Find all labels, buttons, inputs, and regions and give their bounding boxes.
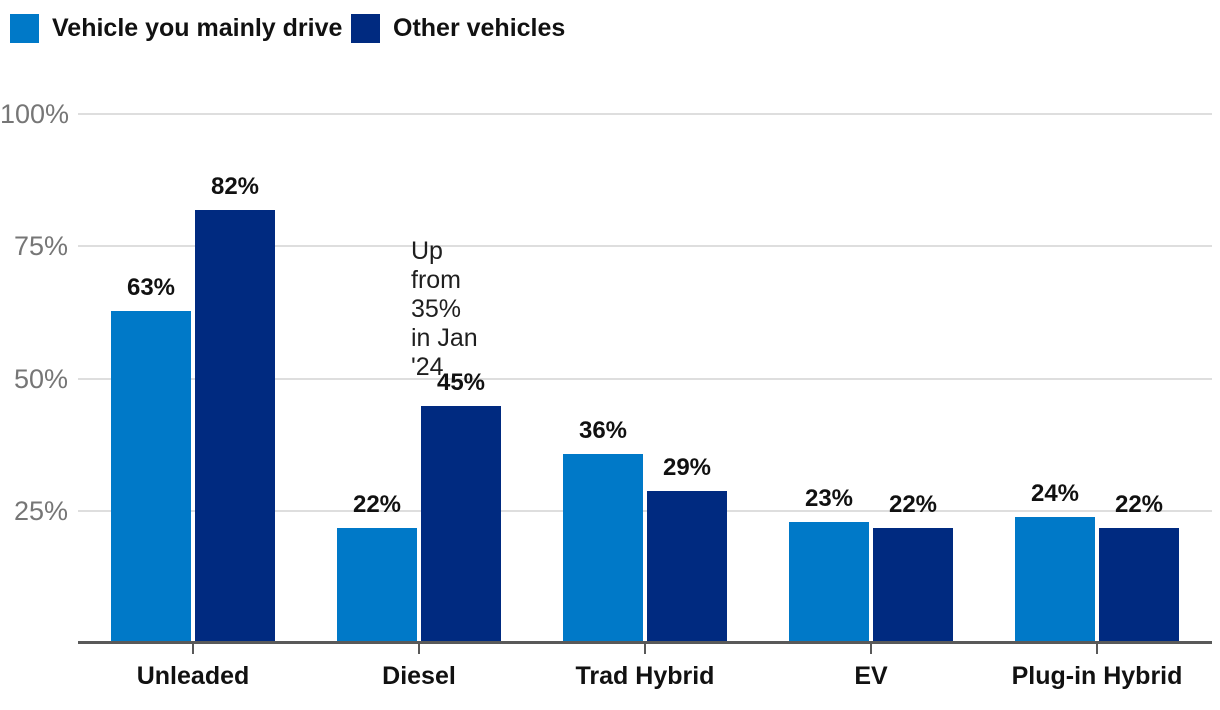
value-label-trad-hybrid-vehicle-you-mainly-drive: 36% [578,417,628,444]
annotation-up-from-35-in-jan-24: Up from 35% in Jan '24 [411,237,478,381]
value-label-plug-in-hybrid-vehicle-you-mainly-drive: 24% [1030,480,1080,507]
value-label-ev-vehicle-you-mainly-drive: 23% [804,485,854,512]
category-label-trad-hybrid: Trad Hybrid [575,662,715,690]
x-axis-tick-plug-in-hybrid [1096,643,1098,654]
gridline-25 [78,509,1212,512]
value-label-plug-in-hybrid-other-vehicles: 22% [1114,491,1164,518]
value-label-trad-hybrid-other-vehicles: 29% [662,454,712,481]
legend-item-vehicle-you-mainly-drive: Vehicle you mainly drive [10,14,342,43]
y-axis-label-100: 100% [0,99,70,129]
x-axis-tick-diesel [418,643,420,654]
legend-label: Vehicle you mainly drive [52,14,343,42]
gridline-100 [78,113,1212,115]
value-label-ev-other-vehicles: 22% [888,491,938,518]
gridline-50 [78,377,1212,380]
category-label-ev: EV [854,662,888,690]
category-label-plug-in-hybrid: Plug-in Hybrid [1011,662,1183,690]
bar-unleaded-other-vehicles [195,210,275,644]
x-axis-tick-trad-hybrid [644,643,646,654]
category-label-unleaded: Unleaded [136,662,250,690]
bar-diesel-other-vehicles [421,406,501,644]
category-label-diesel: Diesel [382,662,456,690]
value-label-unleaded-vehicle-you-mainly-drive: 63% [126,274,176,301]
x-axis-tick-unleaded [192,643,194,654]
x-axis-line [78,641,1212,644]
y-axis-label-25: 25% [13,495,68,526]
gridline-75 [78,245,1212,248]
value-label-unleaded-other-vehicles: 82% [210,173,260,200]
bar-trad-hybrid-vehicle-you-mainly-drive [563,454,643,644]
legend-swatch-dark-navy [351,14,380,43]
bar-ev-other-vehicles [873,528,953,644]
legend-label: Other vehicles [393,14,566,42]
bar-unleaded-vehicle-you-mainly-drive [111,311,191,644]
legend-item-other-vehicles: Other vehicles [351,14,565,43]
value-label-diesel-other-vehicles: 45% [436,369,486,396]
y-axis-label-50: 50% [13,363,68,394]
y-axis-label-75: 75% [13,231,68,262]
x-axis-tick-ev [870,643,872,654]
bar-diesel-vehicle-you-mainly-drive [337,528,417,644]
bar-ev-vehicle-you-mainly-drive [789,522,869,644]
legend-swatch-light-blue [10,14,39,43]
bar-plug-in-hybrid-other-vehicles [1099,528,1179,644]
value-label-diesel-vehicle-you-mainly-drive: 22% [352,491,402,518]
bar-trad-hybrid-other-vehicles [647,491,727,644]
bar-plug-in-hybrid-vehicle-you-mainly-drive [1015,517,1095,644]
